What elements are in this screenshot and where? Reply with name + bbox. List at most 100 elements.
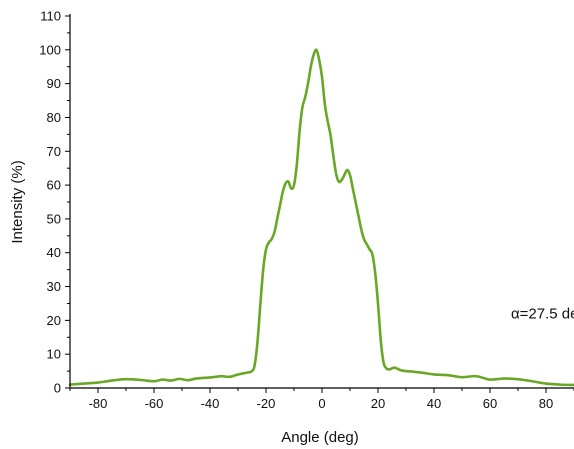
data-point: [371, 253, 374, 256]
y-tick-label: 10: [47, 347, 61, 362]
y-tick-label: 100: [39, 42, 61, 57]
data-point: [405, 370, 407, 372]
data-point: [433, 373, 435, 376]
data-point: [270, 238, 273, 240]
data-point: [301, 106, 304, 109]
data-point: [195, 377, 197, 380]
data-point: [315, 49, 318, 51]
x-tick-label: -80: [89, 396, 108, 411]
data-point: [545, 382, 547, 385]
data-point: [237, 373, 239, 376]
y-tick-label: 70: [47, 144, 61, 159]
data-point: [290, 187, 293, 190]
data-point: [338, 180, 340, 183]
y-tick-label: 20: [47, 313, 61, 328]
y-tick-label: 110: [40, 9, 61, 24]
data-point: [279, 204, 281, 207]
data-point: [382, 361, 385, 364]
y-tick-label: 0: [54, 381, 61, 396]
data-point: [318, 59, 321, 61]
data-point: [321, 76, 323, 78]
data-point: [293, 184, 295, 186]
data-point: [83, 382, 85, 385]
data-point: [251, 370, 253, 372]
data-point: [161, 378, 164, 381]
data-point: [349, 174, 351, 176]
x-ticks: -80 -60 -40 -20 0 20 40 60 80: [69, 388, 574, 411]
y-tick-label: 90: [47, 76, 61, 91]
data-point: [304, 96, 307, 98]
data-point: [186, 379, 189, 382]
data-point: [517, 378, 519, 381]
data-point: [422, 371, 424, 374]
data-point: [377, 302, 379, 305]
data-point: [335, 172, 337, 175]
data-point: [399, 369, 402, 371]
alpha-annotation: α=27.5 deg.: [511, 306, 574, 323]
x-tick-label: 80: [539, 396, 553, 411]
data-point: [310, 65, 312, 68]
data-point: [354, 201, 357, 203]
data-point: [139, 379, 141, 381]
data-point: [298, 130, 301, 132]
data-point: [170, 379, 172, 382]
data-point: [284, 182, 287, 185]
data-point: [245, 371, 248, 374]
x-tick-label: -40: [201, 396, 220, 411]
data-point: [265, 248, 267, 251]
y-tick-label: 60: [47, 178, 61, 193]
x-tick-label: -20: [257, 396, 276, 411]
data-point: [254, 363, 256, 366]
data-point: [489, 378, 491, 381]
data-point: [329, 133, 332, 136]
data-point: [357, 214, 360, 217]
data-point: [125, 378, 127, 381]
x-tick-label: 20: [371, 396, 385, 411]
data-point: [178, 378, 180, 380]
y-tick-label: 40: [47, 245, 61, 260]
y-axis-title: Intensity (%): [9, 160, 26, 243]
data-point: [343, 174, 346, 176]
y-ticks: 0 10 20 30 40 50 60 70 80 90 100 110: [39, 9, 70, 396]
data-point: [360, 228, 363, 230]
y-tick-label: 50: [47, 211, 61, 226]
y-tick-label: 80: [47, 110, 61, 125]
data-point: [256, 339, 259, 342]
data-point: [287, 180, 290, 183]
data-point: [324, 103, 326, 105]
data-point: [363, 238, 365, 240]
data-point: [388, 368, 391, 371]
data-point: [380, 339, 382, 342]
data-point: [385, 367, 388, 370]
x-tick-label: 0: [318, 396, 325, 411]
data-point: [352, 187, 354, 190]
x-tick-label: 40: [427, 396, 441, 411]
data-point: [312, 54, 315, 56]
data-point: [366, 243, 368, 246]
data-point: [273, 231, 276, 234]
data-point: [346, 169, 349, 171]
data-point: [559, 383, 561, 386]
y-tick-label: 30: [47, 279, 61, 294]
data-point: [503, 377, 505, 380]
data-point: [307, 82, 309, 85]
plot-area: [68, 48, 574, 387]
data-point: [153, 380, 155, 383]
data-point: [475, 375, 477, 377]
x-tick-label: 60: [483, 396, 497, 411]
data-point: [461, 376, 463, 378]
data-point: [531, 380, 533, 383]
data-point: [259, 302, 262, 305]
data-point: [296, 164, 298, 166]
data-point: [332, 153, 335, 156]
data-point: [326, 120, 329, 122]
data-point: [212, 376, 214, 378]
data-point: [368, 248, 371, 251]
data-point: [447, 374, 449, 376]
data-point: [394, 366, 396, 369]
data-point: [391, 367, 393, 370]
data-point: [220, 375, 222, 377]
data-point: [340, 179, 343, 181]
x-tick-label: -60: [145, 396, 164, 411]
